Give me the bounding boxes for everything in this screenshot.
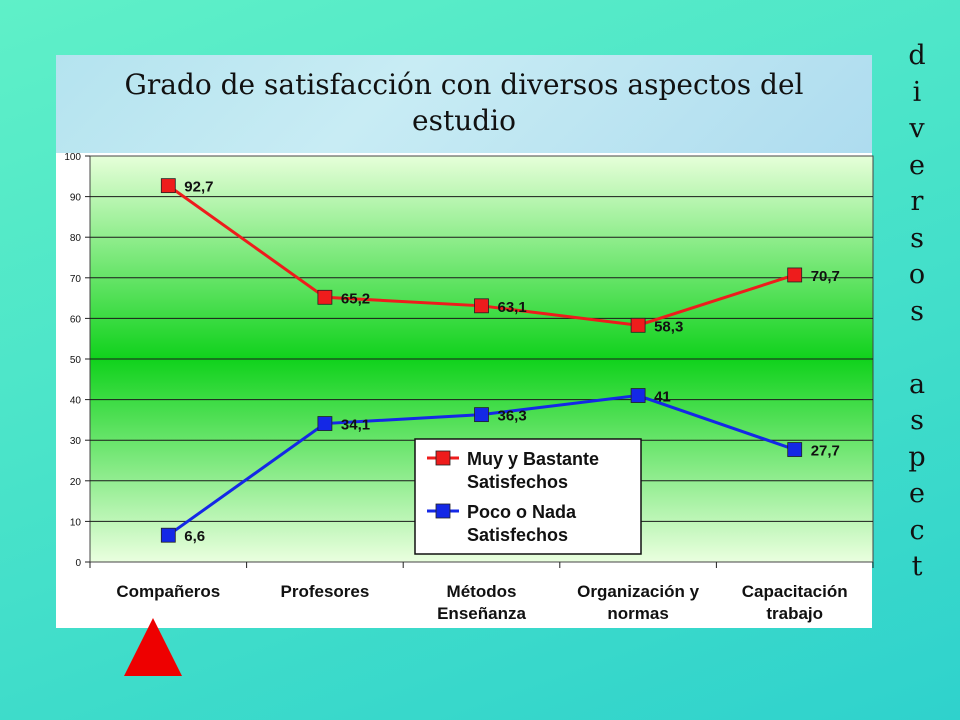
side-letter: s — [910, 222, 924, 254]
side-letter: e — [909, 149, 925, 181]
y-tick-label: 50 — [70, 355, 82, 366]
y-tick-label: 70 — [70, 274, 82, 285]
data-point — [317, 416, 333, 431]
data-label: 63,1 — [498, 299, 527, 316]
data-label: 6,6 — [184, 528, 205, 545]
y-tick-label: 20 — [70, 477, 82, 488]
data-label: 65,2 — [341, 290, 370, 307]
side-letter: r — [910, 186, 924, 217]
legend-marker — [435, 503, 451, 519]
x-tick-label: trabajo — [766, 604, 823, 623]
data-point — [630, 317, 646, 333]
x-tick-label: Capacitación — [742, 582, 848, 601]
side-letter: d — [908, 40, 926, 71]
y-tick-label: 0 — [75, 558, 81, 569]
data-label: 92,7 — [184, 179, 213, 196]
y-tick-label: 80 — [70, 233, 82, 244]
data-point — [160, 178, 176, 194]
x-tick-label: Compañeros — [116, 582, 220, 601]
x-tick-label: Enseñanza — [437, 604, 526, 623]
side-letter: a — [908, 368, 926, 400]
data-label: 36,3 — [498, 408, 527, 425]
side-letter: e — [909, 478, 925, 509]
legend-label: Satisfechos — [467, 472, 568, 492]
y-tick-label: 30 — [70, 436, 82, 447]
side-letter: o — [908, 259, 926, 290]
x-tick-label: Organización y — [577, 582, 699, 601]
data-label: 70,7 — [811, 268, 840, 285]
y-tick-label: 10 — [70, 517, 82, 528]
y-tick-label: 40 — [70, 396, 82, 407]
legend-marker — [435, 450, 451, 466]
data-label: 41 — [654, 389, 671, 406]
side-letter: c — [909, 514, 925, 546]
legend-label: Poco o Nada — [467, 502, 577, 522]
side-letter: i — [912, 76, 922, 108]
data-point — [160, 527, 176, 543]
side-letter: s — [910, 405, 924, 436]
side-letter: t — [911, 551, 923, 582]
side-letter: s — [910, 295, 924, 327]
y-tick-label: 60 — [70, 314, 82, 325]
y-tick-label: 100 — [64, 152, 81, 163]
side-letter: p — [908, 441, 926, 473]
data-point — [474, 298, 489, 314]
chart-title-line1: Grado de satisfacción con diversos aspec… — [124, 68, 804, 101]
data-point — [787, 442, 803, 457]
data-label: 34,1 — [341, 417, 370, 434]
title-box: Grado de satisfacción con diversos aspec… — [56, 55, 872, 153]
data-label: 27,7 — [811, 443, 840, 460]
x-tick-label: Profesores — [280, 582, 369, 601]
chart-title: Grado de satisfacción con diversos aspec… — [56, 67, 872, 139]
side-letter: v — [909, 113, 925, 144]
x-tick-label: normas — [607, 604, 668, 623]
legend-label: Muy y Bastante — [467, 449, 599, 469]
x-tick-label: Métodos — [447, 582, 517, 601]
data-label: 58,3 — [654, 318, 683, 335]
chart-title-line2: estudio — [412, 104, 516, 137]
y-tick-label: 90 — [70, 193, 82, 204]
data-point — [317, 289, 333, 305]
legend-label: Satisfechos — [467, 525, 568, 545]
data-point — [630, 388, 646, 403]
data-point — [787, 267, 803, 283]
data-point — [474, 407, 489, 423]
